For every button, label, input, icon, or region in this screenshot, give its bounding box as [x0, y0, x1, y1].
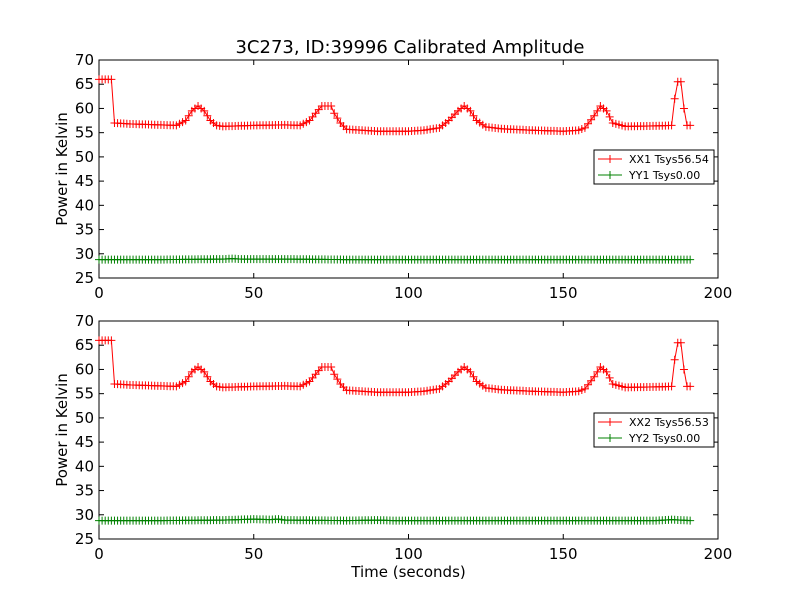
data-point: [184, 111, 193, 120]
data-point: [602, 367, 611, 376]
data-point: [333, 375, 342, 384]
data-point: [330, 109, 339, 118]
data-point: [686, 382, 695, 391]
series-markers-1: [95, 75, 695, 136]
legend-box: [593, 149, 715, 185]
figure-title: 3C273, ID:39996 Calibrated Amplitude: [235, 37, 584, 58]
data-point: [200, 106, 209, 115]
y-tick-label: 30: [75, 245, 94, 263]
data-point: [686, 516, 695, 525]
x-tick-label: 150: [549, 284, 578, 302]
legend-label: XX1 Tsys56.54: [629, 153, 709, 166]
data-point: [593, 106, 602, 115]
legend-label: YY2 Tsys0.00: [628, 432, 700, 445]
data-point: [181, 377, 190, 386]
data-point: [667, 382, 676, 391]
series-markers-2: [95, 254, 695, 264]
y-tick-label: 65: [75, 75, 94, 93]
y-tick-label: 60: [75, 99, 94, 117]
data-point: [327, 363, 336, 372]
data-point: [466, 367, 475, 376]
legend-label: YY1 Tsys0.00: [628, 169, 700, 182]
data-point: [184, 372, 193, 381]
legend-marker: [606, 418, 614, 426]
y-tick-label: 70: [75, 312, 94, 330]
data-point: [200, 367, 209, 376]
y-tick-label: 70: [75, 51, 94, 69]
legend-marker: [606, 155, 614, 163]
data-point: [605, 112, 614, 121]
y-tick-label: 55: [75, 385, 94, 403]
data-point: [584, 119, 593, 128]
data-point: [107, 75, 116, 84]
data-point: [670, 355, 679, 364]
y-tick-label: 60: [75, 360, 94, 378]
y-tick-label: 30: [75, 506, 94, 524]
data-point: [203, 111, 212, 120]
y-axis-label: Power in Kelvin: [53, 373, 71, 487]
y-tick-label: 35: [75, 482, 94, 500]
y-tick-label: 50: [75, 409, 94, 427]
data-point: [605, 373, 614, 382]
y-tick-label: 35: [75, 221, 94, 239]
data-point: [676, 77, 685, 86]
y-tick-label: 25: [75, 269, 94, 287]
x-tick-label: 200: [704, 284, 733, 302]
y-tick-label: 40: [75, 457, 94, 475]
data-point: [587, 376, 596, 385]
y-tick-label: 65: [75, 336, 94, 354]
data-point: [667, 121, 676, 130]
data-point: [686, 255, 695, 264]
x-axis-label: Time (seconds): [350, 563, 466, 581]
legend-label: XX2 Tsys56.53: [629, 416, 709, 429]
data-point: [469, 372, 478, 381]
legend: XX2 Tsys56.53 YY2 Tsys0.00: [593, 412, 715, 448]
x-tick-label: 0: [94, 284, 104, 302]
data-point: [602, 106, 611, 115]
series-markers-2: [95, 515, 695, 525]
data-point: [466, 106, 475, 115]
x-tick-label: 0: [94, 545, 104, 563]
data-point: [686, 121, 695, 130]
data-point: [203, 372, 212, 381]
data-point: [107, 336, 116, 345]
y-tick-label: 25: [75, 530, 94, 548]
data-point: [590, 372, 599, 381]
data-point: [327, 102, 336, 111]
x-tick-label: 150: [549, 545, 578, 563]
data-point: [333, 114, 342, 123]
y-tick-label: 55: [75, 124, 94, 142]
data-point: [181, 116, 190, 125]
y-tick-label: 50: [75, 148, 94, 166]
x-tick-label: 200: [704, 545, 733, 563]
data-point: [676, 338, 685, 347]
series-markers-1: [95, 336, 695, 397]
x-tick-label: 50: [244, 545, 263, 563]
panel-1: 25 30 35 40 45 50 55 60 65 70 0 50 100 150 200 Power in…: [53, 51, 732, 302]
data-point: [593, 367, 602, 376]
y-tick-label: 40: [75, 196, 94, 214]
legend-box: [593, 412, 715, 448]
data-point: [679, 104, 688, 113]
x-tick-label: 100: [394, 545, 423, 563]
y-tick-label: 45: [75, 172, 94, 190]
y-tick-label: 45: [75, 433, 94, 451]
legend-marker: [606, 171, 614, 179]
data-point: [469, 111, 478, 120]
data-point: [587, 115, 596, 124]
data-point: [330, 370, 339, 379]
x-tick-label: 100: [394, 284, 423, 302]
y-axis-label: Power in Kelvin: [53, 112, 71, 226]
legend: XX1 Tsys56.54 YY1 Tsys0.00: [593, 149, 715, 185]
legend-marker: [606, 434, 614, 442]
data-point: [590, 111, 599, 120]
data-point: [580, 384, 589, 393]
data-point: [679, 365, 688, 374]
panel-2: 25 30 35 40 45 50 55 60 65 70 0 50 100 150 200 Power in…: [53, 312, 732, 581]
data-point: [584, 380, 593, 389]
data-point: [580, 123, 589, 132]
data-point: [670, 94, 679, 103]
x-tick-label: 50: [244, 284, 263, 302]
